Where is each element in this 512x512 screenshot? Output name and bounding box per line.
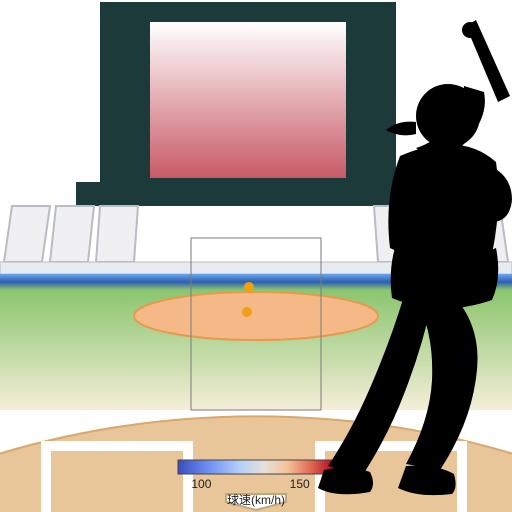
pitch-marker — [244, 282, 254, 292]
torso — [388, 144, 498, 261]
stands-panel-left — [96, 206, 138, 262]
scoreboard-rim — [76, 182, 420, 206]
scoreboard-screen — [150, 22, 346, 178]
colorbar-tick: 100 — [191, 477, 211, 491]
stands-panel-left — [4, 206, 50, 262]
colorbar-label: 球速(km/h) — [227, 493, 285, 507]
velocity-colorbar — [178, 460, 334, 474]
stands-panel-left — [50, 206, 94, 262]
pitchers-mound — [134, 292, 378, 340]
colorbar-tick: 150 — [290, 477, 310, 491]
pitch-location-chart: 100 150 球速(km/h) — [0, 0, 512, 512]
pitch-marker — [242, 307, 252, 317]
